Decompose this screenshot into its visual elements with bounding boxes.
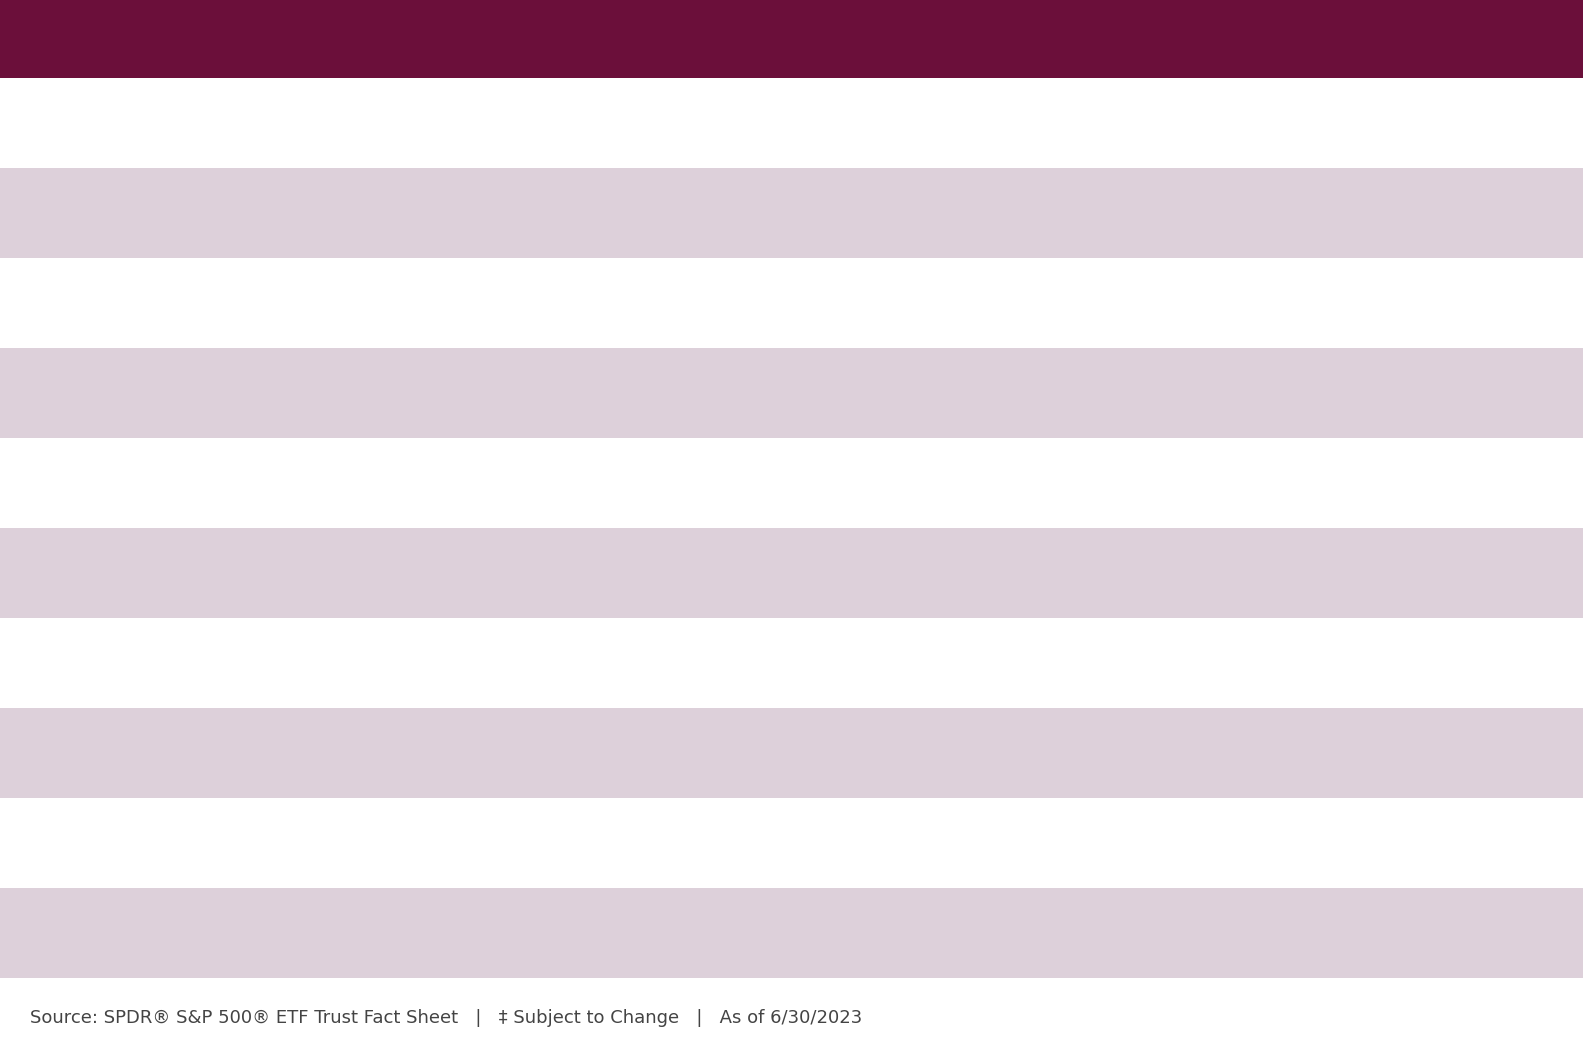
Text: %: % (1532, 101, 1556, 125)
Text: Amazon.com Inc.: Amazon.com Inc. (30, 284, 364, 322)
Text: 1.20: 1.20 (1429, 911, 1528, 955)
Text: 1.91: 1.91 (1429, 461, 1528, 505)
Text: 3.13: 3.13 (1429, 282, 1528, 324)
Text: Berkshire Hathaway Inc. Class B: Berkshire Hathaway Inc. Class B (30, 824, 657, 862)
Text: TOP 10 HOLDINGS OF S&P 500 ‡: TOP 10 HOLDINGS OF S&P 500 ‡ (30, 24, 581, 53)
Text: %: % (1532, 821, 1556, 845)
Text: %: % (1532, 551, 1556, 575)
Text: UnitedHealth Group Incorporated: UnitedHealth Group Incorporated (30, 914, 678, 952)
Text: 6.81: 6.81 (1429, 191, 1528, 235)
Text: Tesla Inc.: Tesla Inc. (30, 554, 209, 592)
Text: WEIGHT: WEIGHT (1417, 24, 1553, 53)
Text: Alphabet Inc. Class C: Alphabet Inc. Class C (30, 733, 440, 772)
Text: %: % (1532, 911, 1556, 935)
Text: 1.64: 1.64 (1429, 822, 1528, 864)
Text: %: % (1532, 461, 1556, 485)
Text: %: % (1532, 281, 1556, 305)
Text: Source: SPDR® S&P 500® ETF Trust Fact Sheet   |   ‡ Subject to Change   |   As o: Source: SPDR® S&P 500® ETF Trust Fact Sh… (30, 1009, 863, 1027)
Text: %: % (1532, 371, 1556, 395)
Text: 1.71: 1.71 (1429, 641, 1528, 685)
Text: %: % (1532, 191, 1556, 215)
Text: NVIDIA Corporation: NVIDIA Corporation (30, 374, 407, 412)
Text: Apple Inc.: Apple Inc. (30, 104, 223, 142)
Text: Meta Platforms Inc. Class A: Meta Platforms Inc. Class A (30, 644, 559, 682)
Text: 7.72: 7.72 (1429, 101, 1528, 145)
Text: 1.66: 1.66 (1429, 731, 1528, 775)
Text: Microsoft Corporation: Microsoft Corporation (30, 195, 448, 232)
Text: 1.90: 1.90 (1429, 552, 1528, 594)
Text: %: % (1532, 641, 1556, 665)
Text: 2.82: 2.82 (1429, 371, 1528, 415)
Text: Alphabet Inc. Class A: Alphabet Inc. Class A (30, 465, 440, 502)
Text: %: % (1532, 731, 1556, 755)
